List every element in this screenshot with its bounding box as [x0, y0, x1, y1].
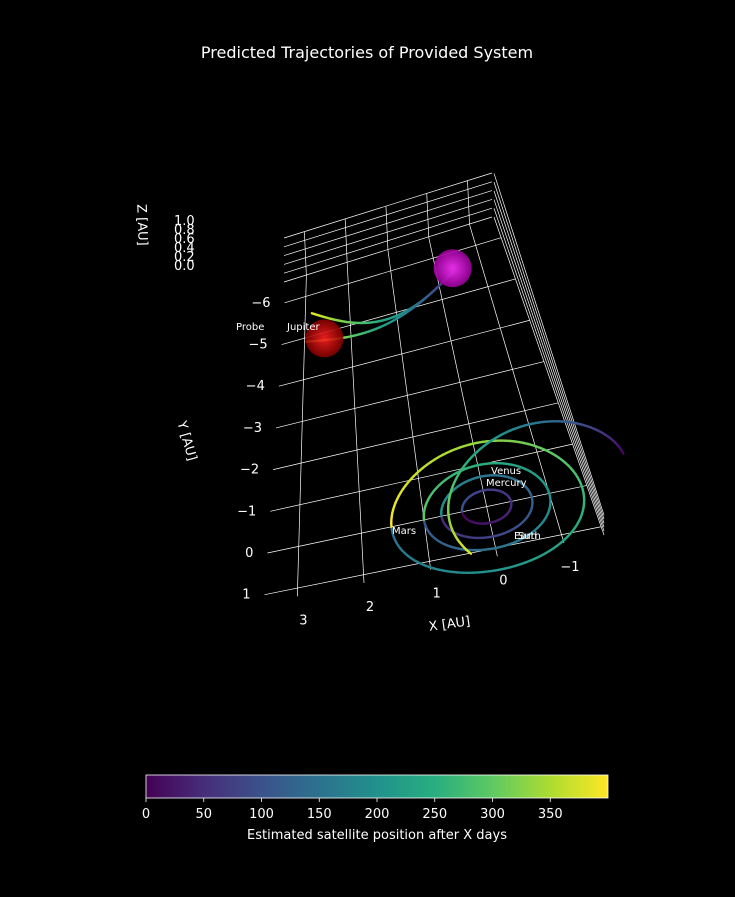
grid-line	[278, 319, 530, 387]
grid-line	[304, 231, 307, 276]
colorbar-tick-label: 150	[307, 807, 332, 822]
z-tick-label: 0.4	[174, 241, 195, 256]
colorbar-tick-label: 350	[538, 807, 563, 822]
x-tick-label: 1	[433, 587, 441, 602]
z-tick-label: 0.0	[174, 259, 195, 274]
grid-line	[283, 199, 493, 265]
grid-line	[273, 402, 559, 470]
grid-line	[467, 180, 470, 225]
grid-line	[283, 190, 493, 256]
grid-line	[296, 275, 307, 597]
y-axis-label: Y [AU]	[173, 418, 199, 462]
x-tick-label: 0	[499, 573, 507, 588]
annotation-venus: Venus	[491, 466, 521, 477]
annotation-mars: Mars	[392, 526, 416, 537]
grid-line	[264, 526, 602, 596]
grid-line	[385, 206, 389, 251]
annotation-jupiter: Jupiter	[286, 322, 320, 333]
grid-line	[275, 361, 545, 429]
grid-line	[283, 181, 493, 248]
grid	[264, 172, 605, 597]
axes: 3 2 1 0 −1 −6 −5 −4 −3 −2 −1 0 1 0.00.20.40.60.81.0	[174, 214, 580, 628]
colorbar-tick-label: 0	[142, 807, 150, 822]
y-tick-label: −6	[251, 296, 270, 311]
grid-line	[284, 237, 502, 304]
x-tick-label: 3	[299, 613, 307, 628]
colorbar	[145, 774, 609, 799]
grid-line	[493, 173, 605, 516]
colorbar-tick-label: 300	[480, 807, 505, 822]
annotation-mercury: Mercury	[486, 478, 527, 489]
y-tick-label: 0	[245, 546, 253, 561]
spheres	[305, 249, 472, 358]
x-axis-label: X [AU]	[428, 614, 471, 635]
colorbar-ticks: 0 50 100 150 200 250 300 350	[142, 798, 563, 822]
z-tick-label: 0.8	[174, 223, 195, 238]
x-tick-label: 2	[366, 600, 374, 615]
probe-trajectory	[467, 550, 473, 555]
annotation-earth: Earth	[514, 531, 541, 542]
grid-line	[344, 218, 348, 263]
chart-title: Predicted Trajectories of Provided Syste…	[201, 43, 533, 62]
x-tick-label: −1	[560, 560, 579, 575]
annotation-sun: Sun	[518, 531, 537, 542]
grid-line	[283, 172, 493, 239]
grid-line	[493, 182, 605, 520]
trajectories	[305, 271, 625, 574]
z-tick-label: 0.2	[174, 250, 195, 265]
z-axis-label: Z [AU]	[133, 204, 149, 246]
y-tick-label: −5	[249, 338, 268, 353]
y-tick-label: −4	[246, 379, 265, 394]
grid-line	[270, 443, 573, 512]
y-tick-label: −2	[240, 463, 259, 478]
grid-line	[493, 208, 605, 532]
colorbar-tick-label: 250	[422, 807, 447, 822]
y-tick-label: −1	[237, 504, 256, 519]
grid-line	[283, 216, 493, 283]
grid-line	[493, 190, 605, 524]
colorbar-tick-label: 200	[365, 807, 390, 822]
grid-line	[493, 199, 605, 528]
grid-line	[346, 262, 365, 584]
z-tick-label: 0.6	[174, 232, 195, 247]
colorbar-tick-label: 50	[195, 807, 212, 822]
grid-line	[428, 237, 498, 557]
transfer-arc	[310, 312, 315, 316]
z-tick-label: 1.0	[174, 214, 195, 229]
grid-line	[493, 216, 605, 536]
grid-line	[426, 193, 430, 238]
colorbar-tick-label: 100	[249, 807, 274, 822]
grid-line	[267, 485, 587, 554]
grid-line	[283, 207, 493, 274]
annotation-probe: Probe	[236, 322, 264, 333]
y-tick-label: 1	[242, 588, 250, 603]
colorbar-label: Estimated satellite position after X day…	[247, 828, 507, 843]
start-sphere	[433, 249, 472, 288]
y-tick-label: −3	[243, 421, 262, 436]
end-sphere	[305, 319, 344, 358]
